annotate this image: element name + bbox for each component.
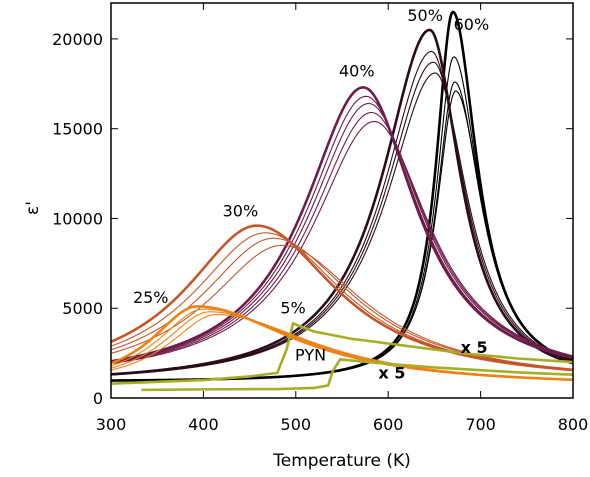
y-axis-title: ε' bbox=[23, 201, 43, 215]
series-annotation: PYN bbox=[295, 345, 326, 364]
x-tick-label: 800 bbox=[558, 415, 589, 434]
y-tick-label: 20000 bbox=[52, 30, 103, 49]
series-layer bbox=[111, 10, 573, 392]
x-tick-label: 600 bbox=[373, 415, 404, 434]
series-line-50pct bbox=[111, 72, 573, 376]
x-tick-label: 700 bbox=[465, 415, 496, 434]
series-line-5pct bbox=[111, 321, 573, 385]
series-annotation: x 5 bbox=[378, 363, 405, 382]
series-line-40pct bbox=[111, 86, 573, 363]
y-tick-label: 10000 bbox=[52, 209, 103, 228]
series-annotation: 30% bbox=[223, 202, 259, 221]
series-annotation: 40% bbox=[339, 62, 375, 81]
series-line-40pct bbox=[111, 120, 573, 365]
series-annotation: 60% bbox=[454, 15, 490, 34]
x-tick-label: 500 bbox=[281, 415, 312, 434]
y-tick-label: 5000 bbox=[62, 299, 103, 318]
series-line-40pct bbox=[111, 95, 573, 363]
y-tick-label: 0 bbox=[93, 389, 103, 408]
axis-ticks: 300 400 500 600 700 800 0 5000 10000 15000 20000 bbox=[52, 3, 588, 434]
plot-frame bbox=[110, 2, 574, 399]
series-line-50pct bbox=[111, 28, 573, 376]
series-line-30pct bbox=[111, 237, 573, 370]
annotations: 50% 60% 40% 30% 25% 5% PYN x 5 x 5 bbox=[133, 6, 489, 382]
series-annotation: 5% bbox=[280, 299, 305, 318]
series-line-30pct bbox=[111, 232, 573, 371]
series-annotation: x 5 bbox=[461, 338, 488, 357]
series-line-40pct bbox=[111, 102, 573, 363]
series-line-PYN bbox=[141, 358, 573, 392]
x-tick-label: 300 bbox=[96, 415, 127, 434]
x-tick-label: 400 bbox=[188, 415, 219, 434]
series-line-30pct bbox=[111, 244, 573, 370]
x-axis-title: Temperature (K) bbox=[272, 451, 411, 471]
series-line-30pct bbox=[111, 224, 573, 372]
series-annotation: 50% bbox=[407, 6, 443, 25]
y-tick-label: 15000 bbox=[52, 120, 103, 139]
series-annotation: 25% bbox=[133, 288, 169, 307]
series-line-40pct bbox=[111, 111, 573, 364]
series-line-25pct bbox=[111, 313, 573, 381]
